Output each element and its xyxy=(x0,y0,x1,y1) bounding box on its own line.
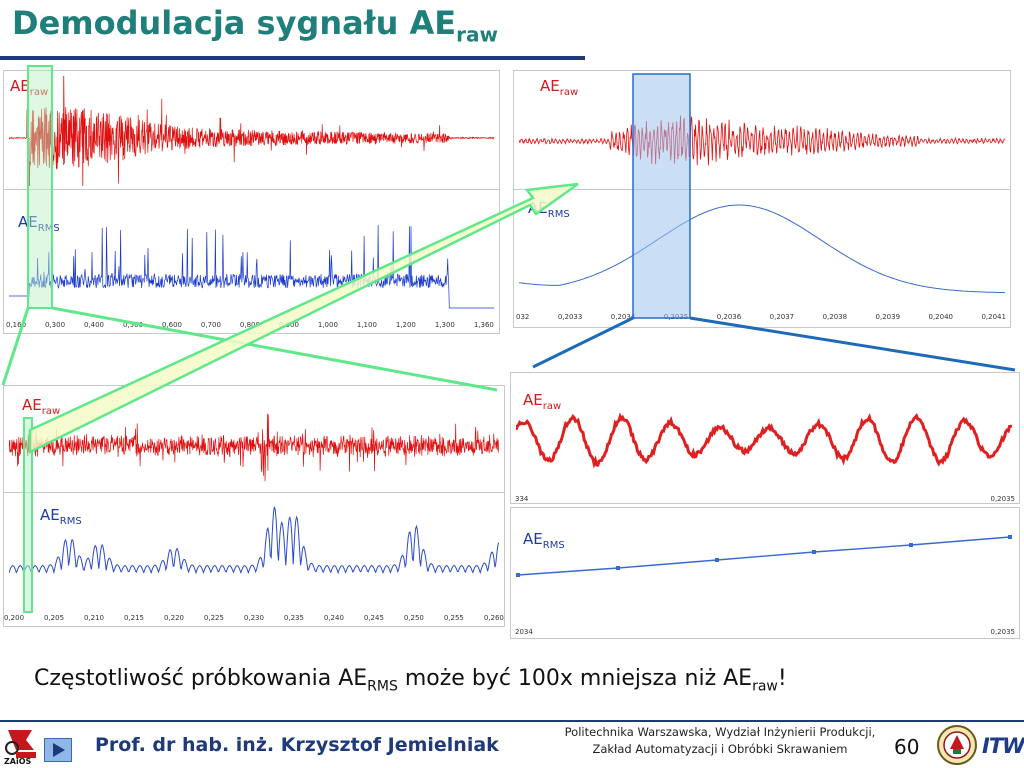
tick-label: 0,900 xyxy=(278,321,299,329)
tick-label: 0,245 xyxy=(363,614,384,622)
tick-label: 0,200 xyxy=(4,614,25,622)
raw-trace xyxy=(519,115,1005,166)
tick-label: 0,160 xyxy=(6,321,27,329)
rms-signal-mid xyxy=(9,506,499,575)
tick-label: 0,240 xyxy=(323,614,344,622)
panel-bottom-left: 0,200 0,205 0,210 0,215 0,220 0,225 0,230 0,235… xyxy=(3,385,505,627)
tick-label: 1,100 xyxy=(356,321,377,329)
rms-trace xyxy=(519,204,1005,294)
panel-bottom-right-rms: 2034 0,2035 AERMS xyxy=(510,507,1020,639)
axis-ticks-p1: 0,160 0,300 0,400 0,500 0,600 0,700 0,800 0,900… xyxy=(6,321,494,329)
tick-label: 0,2037 xyxy=(769,313,795,321)
tick-label: 0,2035 xyxy=(990,495,1016,503)
rms-trace xyxy=(9,506,499,575)
author-name: Prof. dr hab. inż. Krzysztof Jemielniak xyxy=(95,734,499,756)
rms-signal-long xyxy=(9,225,494,309)
label-ae-rms-p4: AERMS xyxy=(523,530,565,551)
tick-label: 0,500 xyxy=(122,321,143,329)
raw-signal-fine xyxy=(516,412,1012,469)
label-ae-raw-p3: AEraw xyxy=(22,396,61,417)
tick-label: 0,800 xyxy=(239,321,260,329)
sample-point xyxy=(516,573,520,577)
tick-label: 0,700 xyxy=(200,321,221,329)
label-ae-raw-p4: AEraw xyxy=(523,391,562,412)
tick-label: 0,2034 xyxy=(610,313,636,321)
sample-point xyxy=(909,543,913,547)
tick-label: 0,2041 xyxy=(981,313,1006,321)
tick-label: 0,600 xyxy=(161,321,182,329)
panel-top-right: 032 0,2033 0,2034 0,2035 0,2036 0,2037 0,2038 0… xyxy=(513,70,1011,328)
panel-bottom-right-raw: 334 0,2035 AEraw xyxy=(510,372,1020,504)
tick-label: 0,255 xyxy=(443,614,464,622)
tick-label: 334 xyxy=(515,495,529,503)
tick-label: 1,300 xyxy=(434,321,455,329)
tick-label: 0,2035 xyxy=(990,628,1016,636)
zaios-logo-text: ZAiOS xyxy=(4,757,32,766)
tick-label: 0,235 xyxy=(283,614,304,622)
tick-label: 0,215 xyxy=(123,614,144,622)
label-ae-rms-p2: AERMS xyxy=(528,199,570,220)
tick-label: 0,2035 xyxy=(663,313,689,321)
tick-label: 0,210 xyxy=(83,614,105,622)
institution: Politechnika Warszawska, Wydział Inżynie… xyxy=(564,725,876,756)
label-ae-rms-p3: AERMS xyxy=(40,506,82,527)
next-slide-button[interactable] xyxy=(44,738,72,762)
tick-label: 0,2036 xyxy=(716,313,742,321)
footer-rule xyxy=(0,720,1024,722)
label-ae-raw-p2: AEraw xyxy=(540,77,579,98)
label-ae-rms-p1: AERMS xyxy=(18,213,60,234)
rms-trace xyxy=(9,225,494,309)
tick-label: 0,2040 xyxy=(928,313,954,321)
tick-label: 0,400 xyxy=(83,321,105,329)
rms-signal-fine xyxy=(516,535,1012,577)
tick-label: 0,2038 xyxy=(822,313,848,321)
rms-signal-zoom xyxy=(519,204,1005,294)
caption: Częstotliwość próbkowania AERMS może być… xyxy=(34,666,787,695)
axis-ticks-p4b: 2034 0,2035 xyxy=(515,628,1015,636)
axis-ticks-p3: 0,200 0,205 0,210 0,215 0,220 0,225 0,230 0,235… xyxy=(4,614,504,622)
tick-label: 1,360 xyxy=(473,321,494,329)
panel-top-left: 0,160 0,300 0,400 0,500 0,600 0,700 0,800 0,900… xyxy=(3,70,500,334)
sample-point xyxy=(812,550,816,554)
tick-label: 0,2039 xyxy=(875,313,901,321)
rms-trace xyxy=(517,536,1011,576)
title-rule xyxy=(0,56,585,60)
sample-point xyxy=(715,558,719,562)
page-number: 60 xyxy=(894,735,920,759)
axis-ticks-p4a: 334 0,2035 xyxy=(515,495,1015,503)
page-title: Demodulacja sygnału AEraw xyxy=(12,4,498,47)
itw-logo: ITW xyxy=(982,734,1024,758)
tick-label: 0,220 xyxy=(163,614,184,622)
tick-label: 0,205 xyxy=(43,614,65,622)
tick-label: 0,225 xyxy=(203,614,224,622)
sample-point xyxy=(616,566,620,570)
zaios-logo: ZAiOS xyxy=(2,726,40,766)
university-seal xyxy=(936,724,978,766)
tick-label: 0,260 xyxy=(483,614,504,622)
raw-signal-mid xyxy=(9,413,499,482)
raw-signal-zoom xyxy=(519,115,1005,166)
raw-signal-long xyxy=(9,76,494,186)
axis-ticks-p2: 032 0,2033 0,2034 0,2035 0,2036 0,2037 0,2038 0… xyxy=(516,313,1006,321)
tick-label: 0,230 xyxy=(243,614,264,622)
tick-label: 1,200 xyxy=(395,321,416,329)
tick-label: 032 xyxy=(516,313,530,321)
tick-label: 0,300 xyxy=(44,321,66,329)
tick-label: 2034 xyxy=(515,628,533,636)
play-icon xyxy=(53,743,65,757)
sample-point xyxy=(1008,535,1012,539)
raw-trace xyxy=(516,412,1012,469)
raw-trace xyxy=(9,413,499,482)
tick-label: 0,250 xyxy=(403,614,424,622)
raw-trace xyxy=(9,76,494,186)
tick-label: 0,2033 xyxy=(557,313,583,321)
label-ae-raw-p1: AEraw xyxy=(10,77,49,98)
tick-label: 1,000 xyxy=(317,321,338,329)
